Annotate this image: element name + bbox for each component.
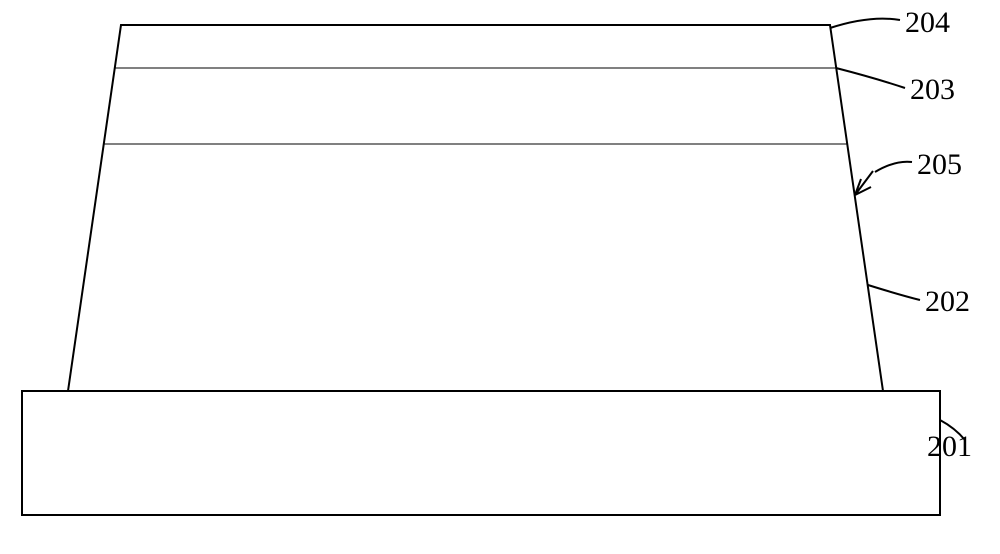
diagram-svg xyxy=(0,0,1000,549)
label-203: 203 xyxy=(910,73,955,107)
label-205: 205 xyxy=(917,148,962,182)
leader-204 xyxy=(830,19,900,28)
label-204: 204 xyxy=(905,6,950,40)
label-201: 201 xyxy=(927,430,972,464)
leader-203 xyxy=(836,68,905,88)
leader-202 xyxy=(868,285,920,300)
arrow-205 xyxy=(855,171,873,195)
label-202: 202 xyxy=(925,285,970,319)
leader-205 xyxy=(875,162,912,172)
cross-section-diagram: 204 203 205 202 201 xyxy=(0,0,1000,549)
stack-outline xyxy=(68,25,883,391)
substrate-layer xyxy=(22,391,940,515)
